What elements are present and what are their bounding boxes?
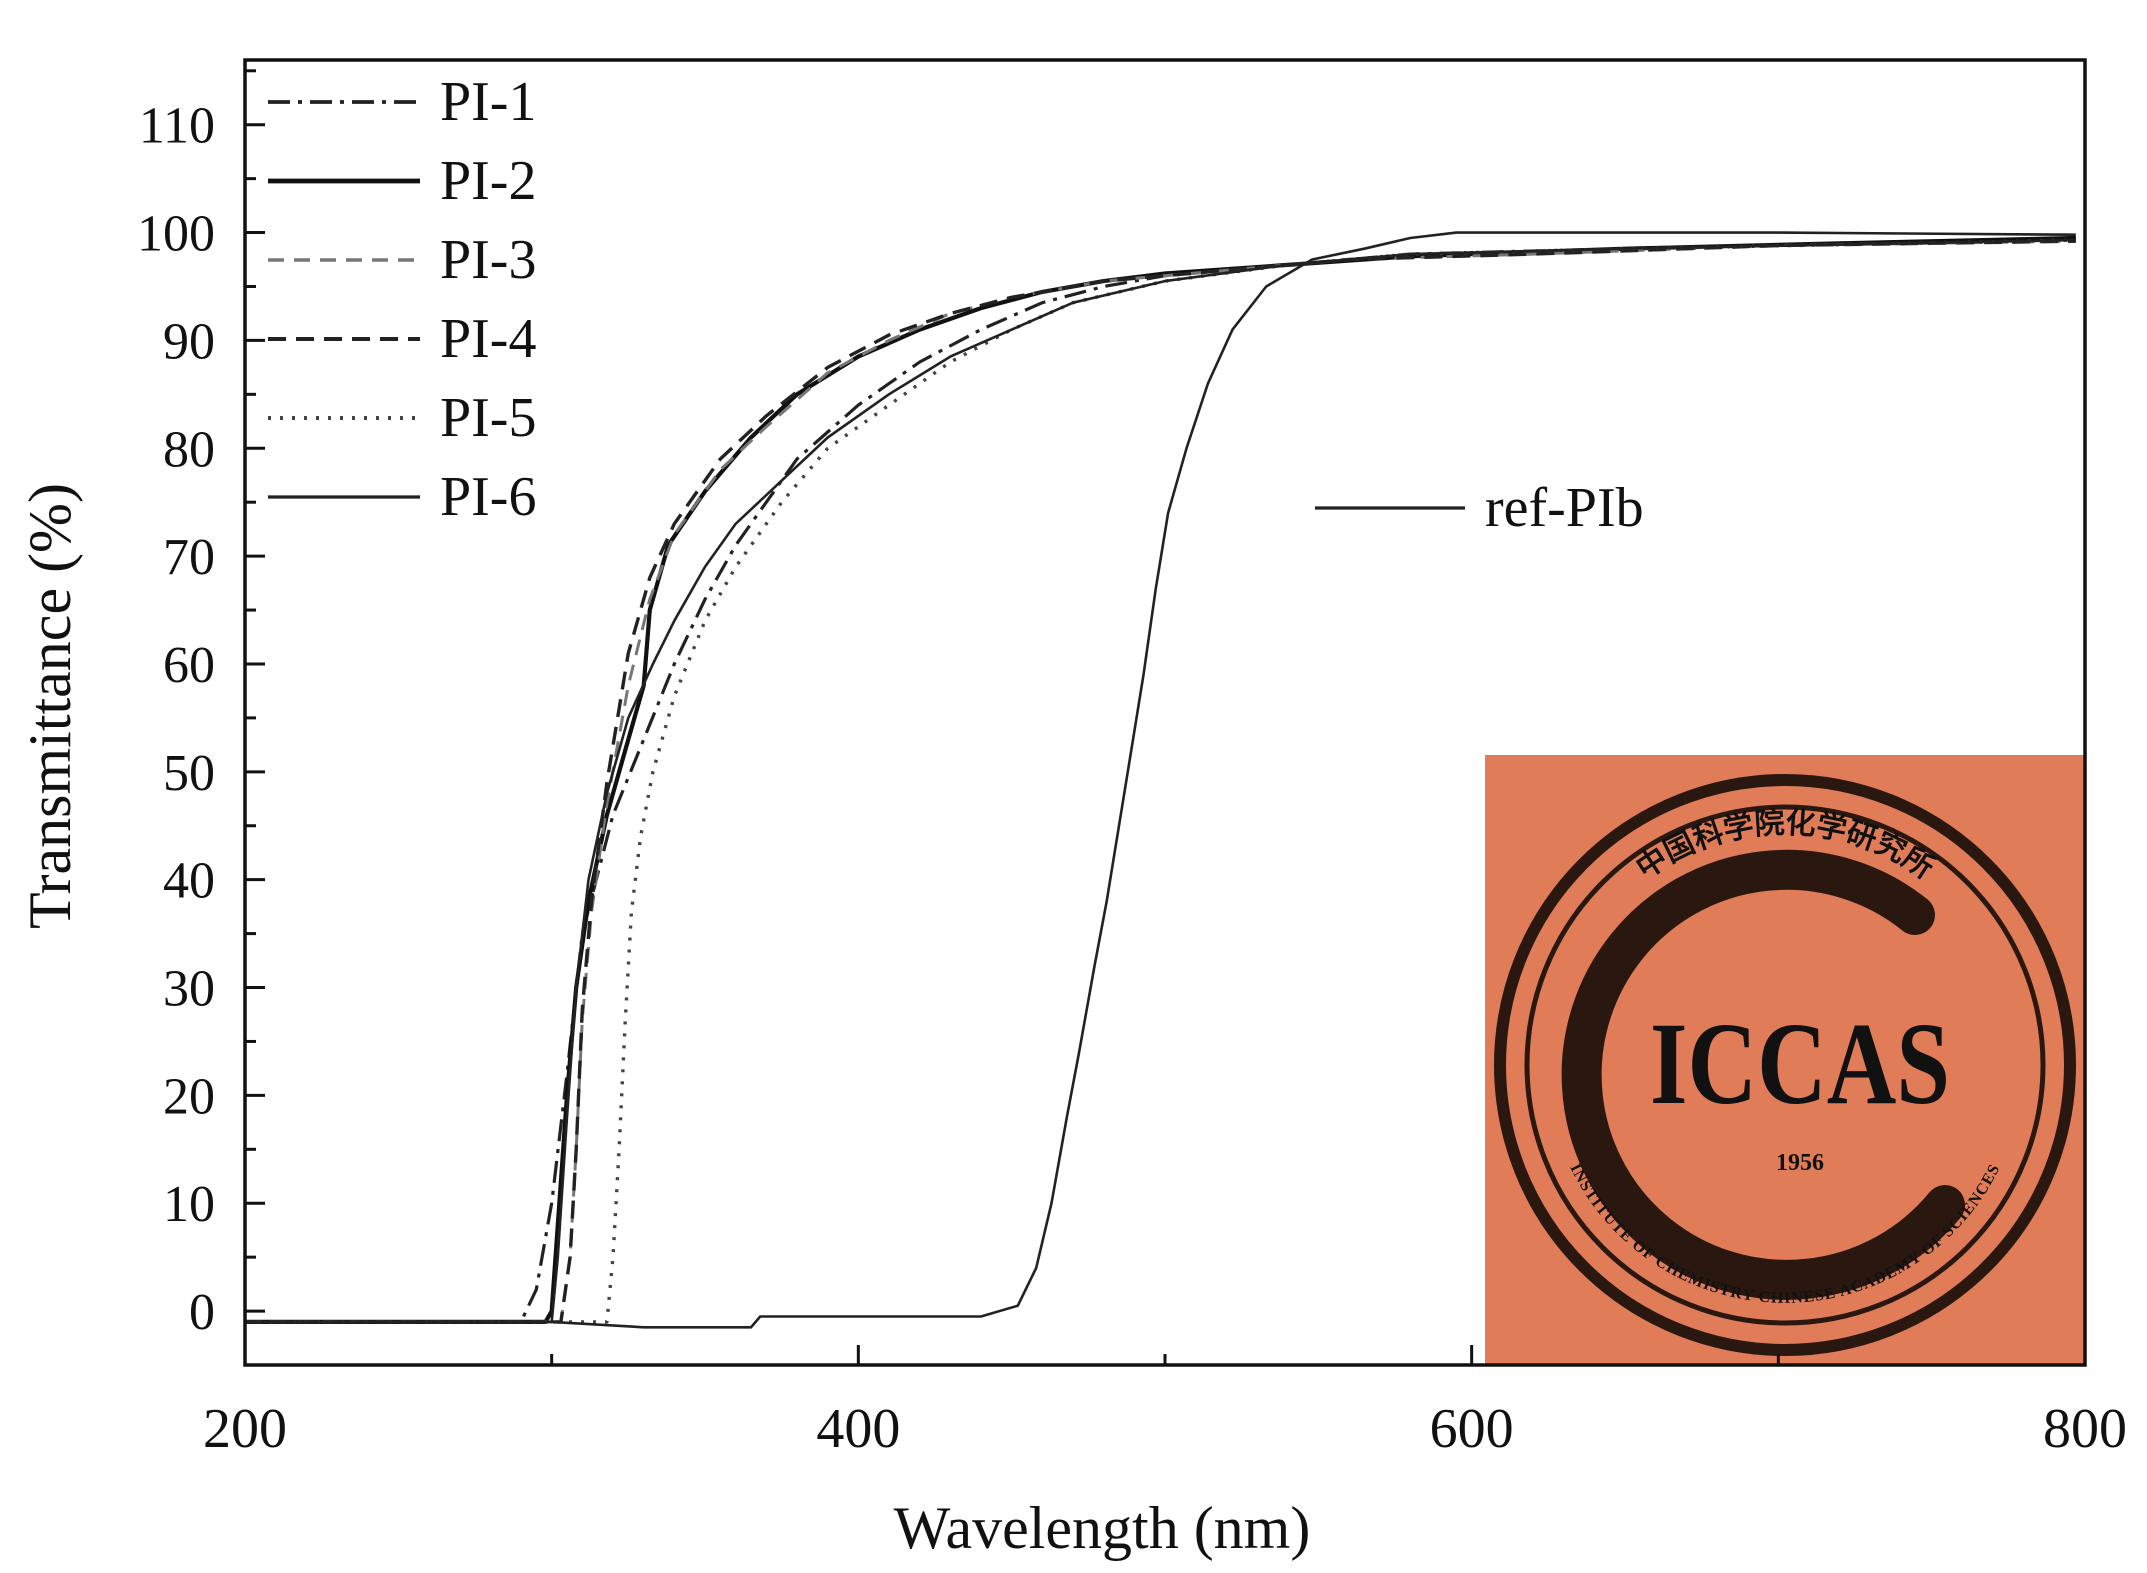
series-line-pi-6 — [245, 238, 2076, 1324]
series-line-ref-pib — [245, 231, 2076, 1329]
logo-abbr: ICCAS — [1650, 998, 1950, 1129]
y-tick-label: 60 — [163, 637, 215, 694]
legend-label-pi-2: PI-2 — [440, 150, 536, 212]
axes — [243, 58, 2087, 1367]
legend-label-pi-4: PI-4 — [440, 308, 536, 370]
y-tick-label: 80 — [163, 421, 215, 478]
logo-outer-ring — [1494, 774, 2076, 1356]
legend-label-ref-pib: ref-PIb — [1485, 477, 1644, 539]
legend-label-pi-3: PI-3 — [440, 229, 536, 291]
series-line-pi-1 — [245, 236, 2076, 1324]
y-tick-label: 50 — [163, 745, 215, 802]
y-tick-label: 30 — [163, 961, 215, 1018]
legend: PI-1 PI-2 PI-3 PI-4 PI-5 PI-6 ref-PIb — [268, 71, 1644, 539]
x-tick-label: 800 — [2043, 1398, 2127, 1460]
x-axis-label: Wavelength (nm) — [894, 1495, 1311, 1561]
logo-year: 1956 — [1776, 1150, 1824, 1176]
legend-label-pi-1: PI-1 — [440, 71, 536, 133]
axis-titles: Wavelength (nm) Transmittance (%) — [17, 483, 1310, 1561]
y-tick-label: 90 — [163, 313, 215, 370]
y-tick-label: 20 — [163, 1068, 215, 1125]
logo-inner-ring — [1524, 804, 2046, 1326]
tick-labels: 200 400 600 800 0 10 20 30 40 50 60 70 80 90 100 110 — [137, 98, 2127, 1460]
y-tick-label: 10 — [163, 1176, 215, 1233]
legend-label-pi-5: PI-5 — [440, 387, 536, 449]
y-tick-label: 0 — [189, 1284, 215, 1341]
series-lines — [245, 231, 2076, 1329]
x-tick-label: 600 — [1430, 1398, 1514, 1460]
y-tick-label: 110 — [139, 98, 215, 155]
y-tick-label: 70 — [163, 529, 215, 586]
y-tick-label: 40 — [163, 853, 215, 910]
y-axis-label: Transmittance (%) — [17, 483, 83, 929]
x-tick-label: 400 — [816, 1398, 900, 1460]
x-tick-label: 200 — [203, 1398, 287, 1460]
legend-label-pi-6: PI-6 — [440, 466, 536, 528]
series-line-pi-3 — [245, 239, 2076, 1324]
logo-crescent — [1561, 849, 1965, 1300]
y-tick-label: 100 — [137, 206, 215, 263]
